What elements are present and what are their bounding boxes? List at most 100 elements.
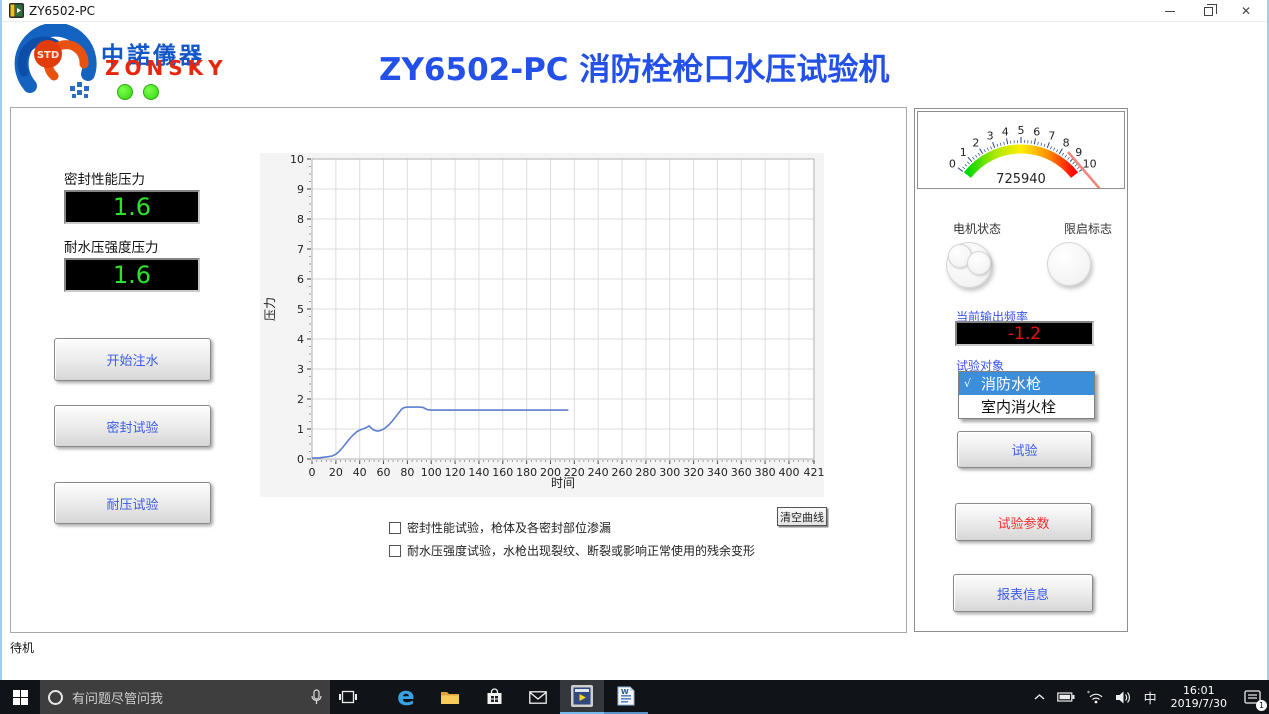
page-title: ZY6502-PC 消防栓枪口水压试验机 bbox=[379, 52, 890, 88]
speaker-icon bbox=[1115, 691, 1130, 703]
svg-text:0: 0 bbox=[297, 453, 304, 466]
svg-text:8: 8 bbox=[297, 213, 304, 226]
svg-text:6: 6 bbox=[297, 273, 304, 286]
search-box[interactable]: 有问题尽管问我 bbox=[40, 680, 330, 714]
labview-app-icon bbox=[9, 3, 24, 18]
close-button[interactable]: ✕ bbox=[1240, 4, 1252, 18]
tray-clock[interactable]: 16:01 2019/7/30 bbox=[1163, 684, 1235, 710]
tray-volume[interactable] bbox=[1110, 680, 1138, 714]
svg-text:421: 421 bbox=[804, 466, 825, 479]
taskbar-mail[interactable] bbox=[516, 680, 560, 714]
svg-text:240: 240 bbox=[588, 466, 609, 479]
restore-button[interactable] bbox=[1191, 0, 1225, 22]
svg-text:3: 3 bbox=[297, 363, 304, 376]
svg-text:压力: 压力 bbox=[263, 297, 277, 321]
svg-text:220: 220 bbox=[564, 466, 585, 479]
svg-text:120: 120 bbox=[445, 466, 466, 479]
svg-text:0: 0 bbox=[949, 157, 956, 170]
taskbar-file-explorer[interactable] bbox=[428, 680, 472, 714]
app-window: ZY6502-PC ✕ STD 中諾儀器 ZONSKY bbox=[0, 0, 1269, 680]
minimize-button[interactable] bbox=[1153, 0, 1187, 22]
svg-text:6: 6 bbox=[1033, 125, 1040, 138]
taskbar: 有问题尽管问我 e bbox=[0, 680, 1269, 714]
seal-test-button[interactable]: 密封试验 bbox=[54, 405, 211, 447]
word-doc-icon: W bbox=[617, 686, 635, 706]
svg-text:60: 60 bbox=[377, 466, 391, 479]
start-button[interactable] bbox=[0, 680, 40, 714]
check-icon: √ bbox=[964, 377, 972, 390]
battery-icon bbox=[1056, 692, 1075, 702]
limit-flag-indicator bbox=[1047, 242, 1091, 286]
start-fill-button[interactable]: 开始注水 bbox=[54, 338, 211, 381]
taskbar-store[interactable] bbox=[472, 680, 516, 714]
freq-display: -1.2 bbox=[955, 321, 1094, 346]
minimize-icon bbox=[1165, 10, 1175, 12]
svg-text:*: * bbox=[1087, 690, 1090, 697]
task-view-button[interactable] bbox=[330, 680, 366, 714]
cortana-icon bbox=[48, 689, 63, 705]
svg-text:时间: 时间 bbox=[551, 476, 575, 490]
tray-ime[interactable]: 中 bbox=[1143, 691, 1157, 707]
notification-icon bbox=[1243, 689, 1261, 704]
svg-text:4: 4 bbox=[1002, 125, 1009, 138]
test-params-button[interactable]: 试验参数 bbox=[955, 503, 1092, 541]
svg-text:5: 5 bbox=[297, 303, 304, 316]
svg-text:400: 400 bbox=[778, 466, 799, 479]
window-title: ZY6502-PC bbox=[29, 4, 96, 18]
chevron-up-icon bbox=[1034, 694, 1045, 700]
motor-status-label: 电机状态 bbox=[953, 222, 1002, 236]
svg-text:7: 7 bbox=[297, 243, 304, 256]
test-object-label: 试验对象 bbox=[956, 359, 1005, 373]
brand-name-en: ZONSKY bbox=[105, 56, 228, 80]
svg-text:W: W bbox=[621, 688, 629, 696]
tray-battery[interactable] bbox=[1051, 680, 1081, 714]
svg-text:STD: STD bbox=[37, 50, 59, 61]
status-text: 待机 bbox=[10, 641, 35, 655]
svg-text:9: 9 bbox=[297, 183, 304, 196]
dropdown-option-label: 消防水枪 bbox=[981, 375, 1042, 393]
restore-icon bbox=[1203, 3, 1217, 16]
taskbar-edge[interactable]: e bbox=[384, 680, 428, 714]
seal-result-checkbox[interactable] bbox=[389, 521, 401, 534]
microphone-icon[interactable] bbox=[311, 688, 322, 706]
taskbar-labview-app[interactable] bbox=[560, 680, 604, 714]
svg-text:2: 2 bbox=[297, 393, 304, 406]
search-placeholder: 有问题尽管问我 bbox=[72, 691, 164, 707]
dropdown-option-fire-nozzle[interactable]: √ 消防水枪 bbox=[959, 372, 1094, 395]
power-led-icon bbox=[117, 84, 133, 100]
tray-chevron-button[interactable] bbox=[1028, 680, 1051, 714]
seal-result-label: 密封性能试验，枪体及各密封部位渗漏 bbox=[407, 521, 612, 535]
svg-text:360: 360 bbox=[731, 466, 752, 479]
clock-date: 2019/7/30 bbox=[1170, 697, 1227, 710]
clear-curve-button[interactable]: 清空曲线 bbox=[777, 507, 827, 526]
motor-indicator-lamp2 bbox=[967, 251, 991, 275]
folder-icon bbox=[441, 692, 459, 704]
clock-time: 16:01 bbox=[1182, 684, 1215, 697]
edge-icon: e bbox=[397, 682, 415, 712]
svg-text:280: 280 bbox=[635, 466, 656, 479]
svg-text:1: 1 bbox=[960, 146, 967, 159]
strength-pressure-display: 1.6 bbox=[64, 258, 200, 292]
dropdown-option-indoor-hydrant[interactable]: 室内消火栓 bbox=[959, 395, 1094, 418]
notification-badge: 1 bbox=[1256, 700, 1267, 711]
gauge-box: 0 1 2 3 4 5 6 7 8 9 10 725940 bbox=[917, 111, 1125, 190]
svg-text:10: 10 bbox=[1083, 157, 1097, 170]
report-info-button[interactable]: 报表信息 bbox=[953, 574, 1093, 612]
tray-wifi[interactable]: * bbox=[1081, 680, 1110, 714]
taskbar-word-doc[interactable]: W bbox=[604, 680, 648, 714]
freq-label: 当前输出频率 bbox=[956, 310, 1029, 324]
svg-text:10: 10 bbox=[290, 153, 304, 166]
pressure-test-button[interactable]: 耐压试验 bbox=[54, 482, 211, 524]
svg-text:180: 180 bbox=[516, 466, 537, 479]
svg-text:340: 340 bbox=[707, 466, 728, 479]
status-led-icon bbox=[143, 84, 159, 100]
svg-text:7: 7 bbox=[1048, 130, 1055, 143]
test-button[interactable]: 试验 bbox=[957, 431, 1092, 468]
seal-pressure-label: 密封性能压力 bbox=[64, 172, 145, 188]
strength-result-checkbox[interactable] bbox=[389, 544, 401, 557]
notification-center-button[interactable]: 1 bbox=[1235, 680, 1269, 714]
labview-taskbar-icon bbox=[571, 685, 593, 707]
